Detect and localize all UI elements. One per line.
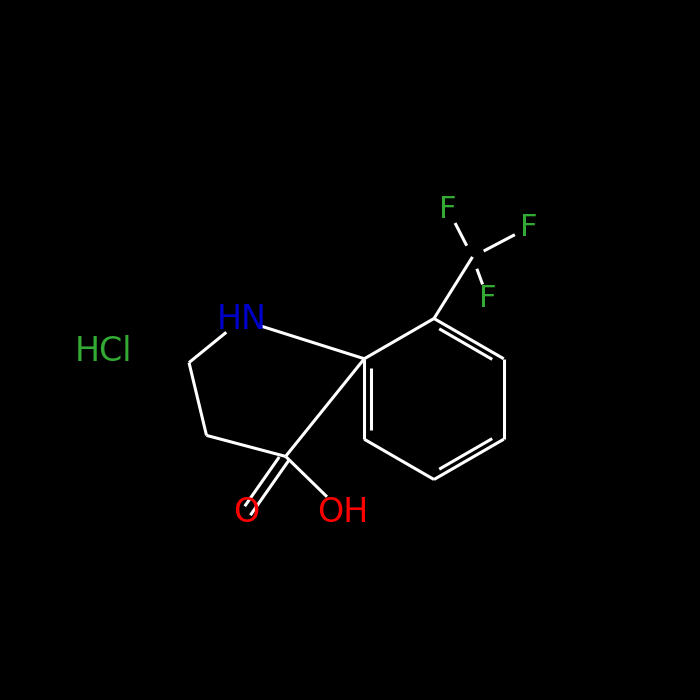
- Text: F: F: [519, 213, 538, 242]
- Text: F: F: [440, 195, 456, 224]
- Text: HCl: HCl: [75, 335, 132, 368]
- Text: OH: OH: [317, 496, 369, 529]
- Text: O: O: [233, 496, 260, 529]
- Text: HN: HN: [216, 303, 267, 337]
- Text: F: F: [479, 284, 497, 314]
